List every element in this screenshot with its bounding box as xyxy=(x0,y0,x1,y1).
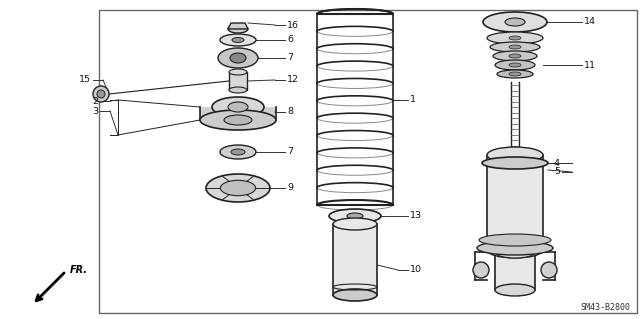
Ellipse shape xyxy=(220,145,256,159)
Ellipse shape xyxy=(97,90,105,98)
Text: 3: 3 xyxy=(92,107,98,115)
Ellipse shape xyxy=(509,45,521,49)
Text: 2: 2 xyxy=(92,97,98,106)
Bar xyxy=(99,10,637,313)
Text: 16: 16 xyxy=(287,20,299,29)
Ellipse shape xyxy=(347,213,363,219)
Ellipse shape xyxy=(505,18,525,26)
Ellipse shape xyxy=(509,63,521,67)
Ellipse shape xyxy=(93,86,109,102)
Ellipse shape xyxy=(493,51,537,61)
Ellipse shape xyxy=(509,54,521,58)
Ellipse shape xyxy=(479,234,551,246)
Text: 4: 4 xyxy=(554,159,560,167)
Ellipse shape xyxy=(228,102,248,112)
Ellipse shape xyxy=(495,60,535,70)
Ellipse shape xyxy=(483,12,547,32)
Text: 7: 7 xyxy=(287,147,293,157)
Ellipse shape xyxy=(224,115,252,125)
Ellipse shape xyxy=(482,157,548,169)
Text: 10: 10 xyxy=(410,265,422,275)
Text: FR.: FR. xyxy=(70,265,88,275)
Ellipse shape xyxy=(497,70,533,78)
Bar xyxy=(495,252,535,290)
Ellipse shape xyxy=(541,262,557,278)
Ellipse shape xyxy=(487,242,543,258)
Text: 11: 11 xyxy=(584,61,596,70)
Ellipse shape xyxy=(509,72,521,76)
Bar xyxy=(229,72,247,90)
Text: 9: 9 xyxy=(287,183,293,192)
Bar xyxy=(487,155,543,250)
Ellipse shape xyxy=(232,38,244,42)
Text: 6: 6 xyxy=(287,35,293,44)
Ellipse shape xyxy=(229,87,247,93)
Bar xyxy=(333,224,377,295)
Ellipse shape xyxy=(220,34,256,46)
Ellipse shape xyxy=(495,284,535,296)
Ellipse shape xyxy=(509,36,521,40)
Ellipse shape xyxy=(220,180,255,196)
Ellipse shape xyxy=(490,42,540,52)
Ellipse shape xyxy=(487,32,543,44)
Ellipse shape xyxy=(231,149,245,155)
Ellipse shape xyxy=(206,174,270,202)
Text: 15: 15 xyxy=(79,76,91,85)
Text: 1: 1 xyxy=(410,95,416,105)
Polygon shape xyxy=(228,23,248,29)
Text: 12: 12 xyxy=(287,76,299,85)
Ellipse shape xyxy=(229,69,247,75)
Ellipse shape xyxy=(477,241,553,255)
Text: 13: 13 xyxy=(410,211,422,220)
Ellipse shape xyxy=(473,262,489,278)
Ellipse shape xyxy=(228,25,248,33)
Text: SM43-B2800: SM43-B2800 xyxy=(580,303,630,312)
Bar xyxy=(200,107,276,120)
Ellipse shape xyxy=(495,246,535,258)
Ellipse shape xyxy=(230,53,246,63)
Ellipse shape xyxy=(218,48,258,68)
Ellipse shape xyxy=(212,97,264,117)
Text: 7: 7 xyxy=(287,54,293,63)
Ellipse shape xyxy=(333,218,377,230)
Ellipse shape xyxy=(329,209,381,223)
Ellipse shape xyxy=(333,289,377,301)
Text: 5: 5 xyxy=(554,167,560,176)
Text: 14: 14 xyxy=(584,18,596,26)
Text: 8: 8 xyxy=(287,108,293,116)
Ellipse shape xyxy=(200,110,276,130)
Ellipse shape xyxy=(487,147,543,163)
